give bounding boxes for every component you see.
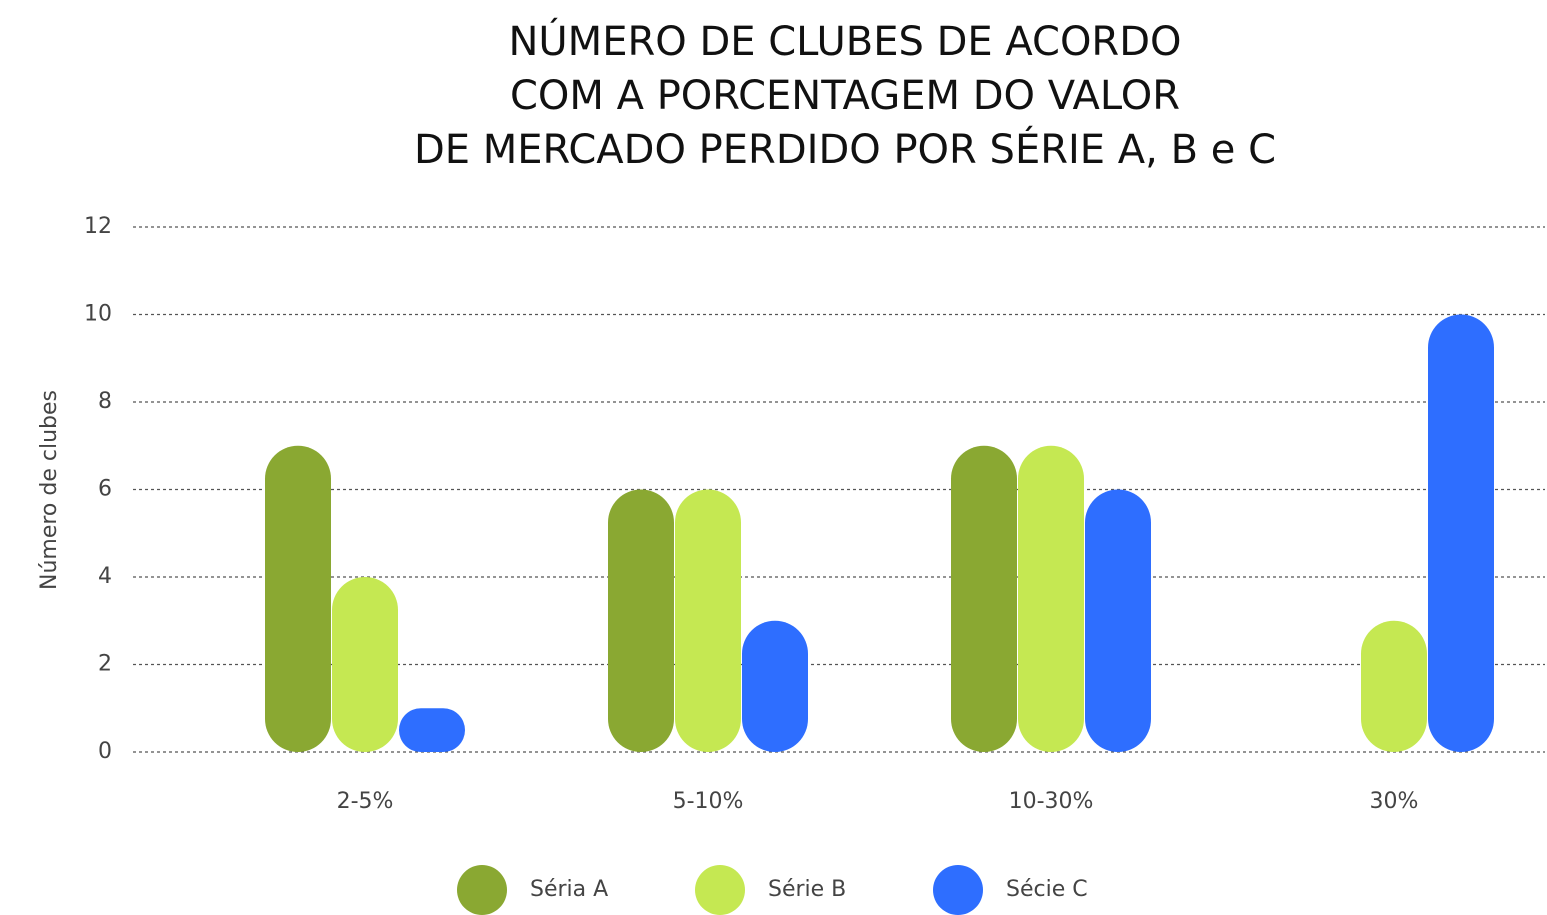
- bar: [332, 577, 398, 752]
- bar: [1428, 314, 1494, 752]
- y-axis-label: Número de clubes: [37, 390, 62, 590]
- bar: [1018, 445, 1084, 752]
- y-tick-label: 4: [98, 564, 112, 589]
- legend-swatch: [457, 865, 507, 915]
- legend-label: Sécie C: [1006, 877, 1088, 902]
- x-tick-label: 10-30%: [1009, 789, 1094, 814]
- chart-title: NÚMERO DE CLUBES DE ACORDO: [508, 17, 1181, 65]
- y-tick-label: 0: [98, 739, 112, 764]
- y-tick-label: 6: [98, 477, 112, 502]
- legend-label: Série B: [768, 877, 846, 902]
- bar: [399, 708, 465, 752]
- bar: [951, 445, 1017, 752]
- y-tick-label: 2: [98, 652, 112, 677]
- y-tick-label: 12: [84, 214, 112, 239]
- bar: [1361, 620, 1427, 752]
- legend-swatch: [695, 865, 745, 915]
- bar: [608, 489, 674, 752]
- x-tick-label: 5-10%: [673, 789, 744, 814]
- y-tick-label: 8: [98, 389, 112, 414]
- y-tick-label: 10: [84, 302, 112, 327]
- bar: [675, 489, 741, 752]
- legend-label: Séria A: [530, 877, 608, 902]
- bar: [1085, 489, 1151, 752]
- x-tick-label: 30%: [1370, 789, 1419, 814]
- legend-swatch: [933, 865, 983, 915]
- chart-title: DE MERCADO PERDIDO POR SÉRIE A, B e C: [414, 125, 1276, 173]
- x-tick-label: 2-5%: [337, 789, 394, 814]
- chart-title: COM A PORCENTAGEM DO VALOR: [510, 73, 1180, 119]
- bar: [265, 445, 331, 752]
- bar: [742, 620, 808, 752]
